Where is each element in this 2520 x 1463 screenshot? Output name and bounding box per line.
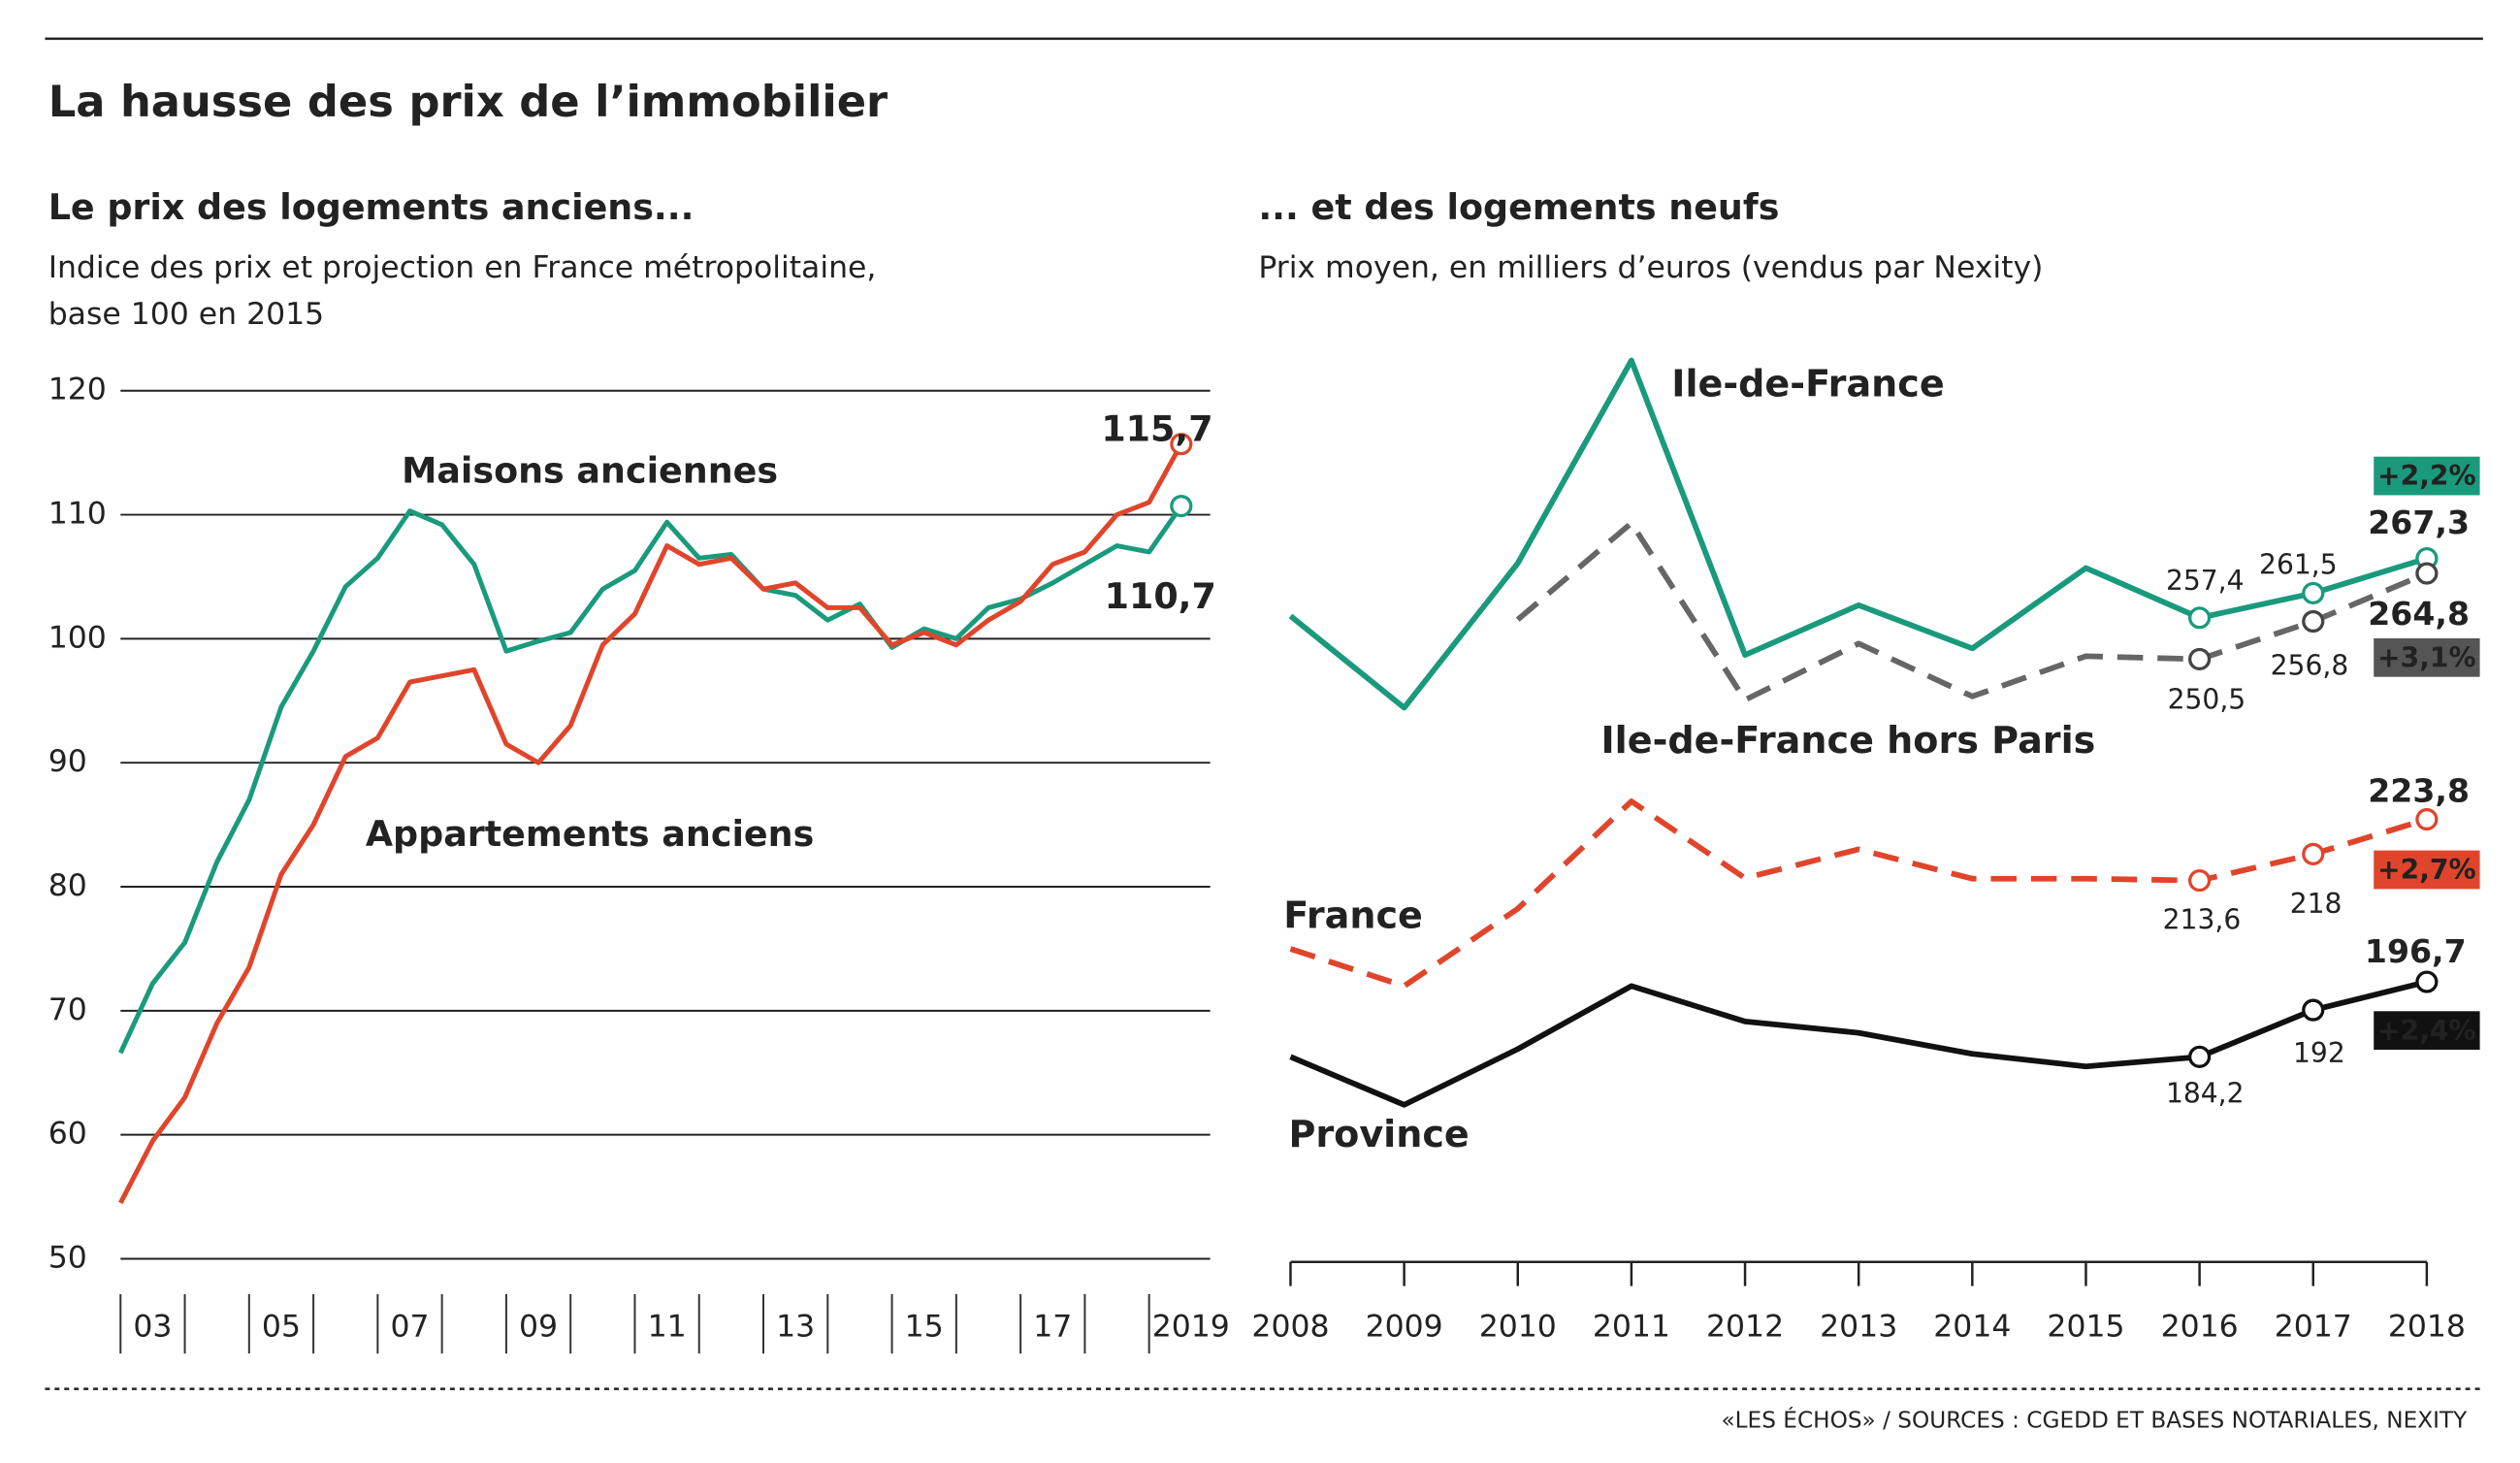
point — [2302, 609, 2325, 634]
series-line — [118, 442, 1183, 1205]
x-tick-label: 2010 — [1479, 1310, 1557, 1345]
value-label: 223,8 — [2368, 771, 2470, 809]
y-tick-label: 90 — [48, 744, 87, 779]
value-label: 264,8 — [2368, 595, 2470, 633]
value-label: 261,5 — [2259, 548, 2338, 580]
point — [2188, 1045, 2212, 1068]
x-tick-label: 2014 — [1933, 1310, 2011, 1345]
y-tick-label: 50 — [48, 1240, 87, 1275]
point — [2415, 562, 2439, 585]
point — [2188, 647, 2212, 671]
point — [2302, 581, 2325, 605]
point — [2415, 807, 2439, 831]
value-label: 256,8 — [2271, 650, 2349, 682]
point — [2302, 842, 2325, 865]
left-subtitle: Indice des prix et projection en France … — [48, 250, 877, 285]
series-line — [1515, 520, 2429, 703]
x-tick-label: 2009 — [1366, 1310, 1443, 1345]
x-tick-label: 13 — [776, 1310, 815, 1345]
value-label: 267,3 — [2368, 504, 2470, 541]
series-label: Appartements anciens — [366, 813, 814, 855]
left-subtitle: base 100 en 2015 — [48, 297, 324, 332]
x-tick-label: 2011 — [1593, 1310, 1670, 1345]
y-tick-label: 80 — [48, 868, 87, 903]
series-label: Ile-de-France hors Paris — [1601, 719, 2096, 762]
x-tick-label: 2018 — [2388, 1310, 2466, 1345]
series-label: Maisons anciennes — [402, 450, 778, 492]
badge-bg — [2374, 850, 2480, 890]
y-tick-label: 100 — [48, 620, 107, 655]
right-subtitle: Prix moyen, en milliers d’euros (vendus … — [1258, 250, 2043, 285]
end-point — [1170, 433, 1193, 456]
badge-label: +2,7% — [2377, 854, 2476, 886]
point — [2415, 970, 2439, 993]
value-label: 184,2 — [2166, 1077, 2245, 1109]
x-tick-label: 17 — [1033, 1310, 1072, 1345]
end-label: 115,7 — [1101, 408, 1212, 450]
end-label: 110,7 — [1105, 575, 1216, 617]
y-tick-label: 110 — [48, 497, 107, 532]
badge-bg — [2374, 1011, 2480, 1051]
x-tick-label: 03 — [133, 1310, 172, 1345]
x-tick-label: 11 — [648, 1310, 687, 1345]
x-tick-label: 2008 — [1251, 1310, 1329, 1345]
value-label: 250,5 — [2168, 684, 2246, 716]
source: «LES ÉCHOS» / SOURCES : CGEDD ET BASES N… — [1721, 1406, 2468, 1433]
main-title: La hausse des prix de l’immobilier — [48, 76, 888, 127]
point — [2188, 868, 2212, 893]
x-tick-label: 2012 — [1706, 1310, 1784, 1345]
series-label: France — [1283, 894, 1423, 937]
y-tick-label: 70 — [48, 992, 87, 1027]
series-line — [1289, 979, 2428, 1108]
series-line — [118, 504, 1183, 1055]
value-label: 213,6 — [2163, 904, 2242, 936]
x-tick-label: 2016 — [2161, 1310, 2239, 1345]
y-tick-label: 120 — [48, 373, 107, 407]
value-label: 257,4 — [2166, 565, 2245, 597]
left-title: Le prix des logements anciens... — [48, 186, 695, 228]
point — [2302, 998, 2325, 1022]
x-tick-label: 2017 — [2275, 1310, 2352, 1345]
series-line — [1288, 357, 2428, 711]
x-tick-label: 09 — [519, 1310, 558, 1345]
value-label: 218 — [2290, 888, 2342, 920]
x-tick-label: 2019 — [1152, 1310, 1230, 1345]
end-point — [1170, 495, 1193, 518]
value-label: 192 — [2293, 1037, 2345, 1069]
x-tick-label: 05 — [262, 1310, 301, 1345]
badge-label: +2,2% — [2377, 460, 2476, 492]
series-label: Province — [1288, 1113, 1469, 1155]
value-label: 196,7 — [2365, 932, 2467, 970]
badge-label: +3,1% — [2377, 641, 2476, 673]
series-label: Ile-de-France — [1671, 362, 1944, 405]
badge-bg — [2374, 637, 2480, 677]
series-line — [1289, 798, 2428, 990]
x-tick-label: 07 — [390, 1310, 429, 1345]
badge-bg — [2374, 456, 2480, 496]
right-title: ... et des logements neufs — [1258, 186, 1779, 228]
x-tick-label: 2013 — [1820, 1310, 1897, 1345]
badge-label: +2,4% — [2377, 1015, 2476, 1047]
point — [2188, 606, 2212, 630]
x-tick-label: 2015 — [2047, 1310, 2124, 1345]
y-tick-label: 60 — [48, 1117, 87, 1152]
x-tick-label: 15 — [905, 1310, 944, 1345]
